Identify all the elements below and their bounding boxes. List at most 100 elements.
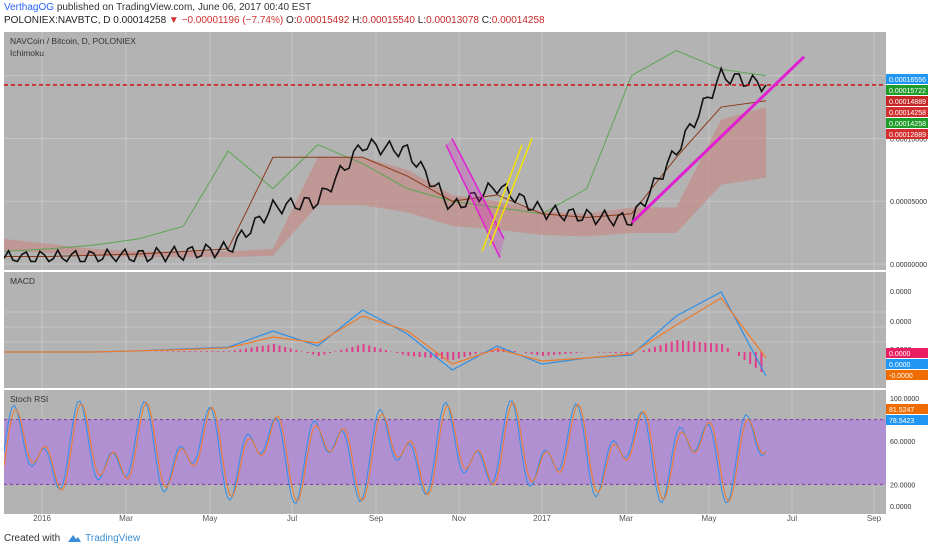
- price-badge: [886, 107, 928, 117]
- macd-histogram-bar: [396, 352, 399, 353]
- price-change: −0.00001196 (−7.74%): [181, 15, 284, 26]
- down-arrow-icon: ▼: [168, 15, 179, 26]
- lagging-span: [3, 50, 767, 252]
- macd-histogram-bar: [721, 344, 724, 352]
- macd-histogram-bar: [704, 342, 707, 352]
- high-value: 0.00015540: [362, 15, 415, 26]
- macd-badge-label: -0.0000: [889, 373, 913, 380]
- macd-histogram-bar: [530, 352, 533, 354]
- trend-line: [481, 144, 523, 252]
- price-tick-label: 0.00005000: [890, 199, 927, 206]
- macd-badge: [886, 348, 928, 358]
- macd-histogram-bar: [194, 351, 197, 352]
- chart-svg[interactable]: 2016 Mar May Jul Sep Nov 2017 Mar May Jul Sep 0.000…: [3, 32, 928, 526]
- macd-histogram-bar: [754, 352, 757, 368]
- rsi-tick-label: 100.0000: [890, 396, 919, 403]
- price-badge-label: 0.00014889: [889, 99, 926, 106]
- indicator-label: Ichimoku: [10, 48, 44, 58]
- macd-histogram-bar: [172, 351, 175, 352]
- macd-histogram-bar: [340, 350, 343, 352]
- macd-histogram-bar: [709, 343, 712, 352]
- price-panel-title: NAVCoin / Bitcoin, D, POLONIEX: [10, 36, 136, 46]
- macd-histogram-bar: [177, 351, 180, 352]
- macd-histogram-bar: [166, 351, 169, 352]
- ticker-symbol: POLONIEX:NAVBTC, D: [4, 15, 111, 26]
- macd-histogram-bar: [222, 351, 225, 352]
- macd-histogram-bar: [715, 343, 718, 352]
- macd-histogram-bar: [256, 346, 259, 352]
- macd-histogram-bar: [642, 350, 645, 352]
- macd-histogram-bar: [693, 341, 696, 352]
- x-tick-label: Jul: [287, 514, 297, 523]
- macd-histogram-bar: [575, 352, 578, 353]
- macd-histogram-bar: [480, 352, 483, 353]
- price-badge: [886, 85, 928, 95]
- signal-line: [4, 297, 767, 365]
- macd-histogram-bar: [356, 345, 359, 352]
- macd-badge-label: 0.0000: [889, 362, 911, 369]
- macd-histogram-bar: [317, 352, 320, 356]
- trend-line: [451, 138, 505, 240]
- high-label: H:: [352, 15, 363, 26]
- macd-histogram-bar: [390, 351, 393, 352]
- macd-histogram-bar: [614, 352, 617, 353]
- x-tick-label: Jul: [787, 514, 797, 523]
- macd-histogram-bar: [306, 352, 309, 353]
- macd-histogram-bar: [452, 352, 455, 360]
- macd-histogram-bar: [726, 348, 729, 352]
- macd-histogram-bar: [648, 348, 651, 352]
- macd-histogram-bar: [418, 352, 421, 357]
- macd-histogram-bar: [278, 345, 281, 352]
- macd-histogram-bar: [211, 351, 214, 352]
- tradingview-logo[interactable]: TradingView: [66, 533, 140, 544]
- macd-histogram-bar: [334, 351, 337, 352]
- macd-histogram-bar: [564, 352, 567, 354]
- publish-line: VerthagOG published on TradingView.com, …: [4, 2, 311, 14]
- macd-tick-label: 0.0000: [890, 319, 912, 326]
- macd-histogram-bar: [569, 352, 572, 354]
- stoch-d-line: [3, 401, 767, 503]
- rsi-tick-label: 20.0000: [890, 482, 915, 489]
- brand-name: TradingView: [85, 532, 141, 544]
- macd-badge-label: 0.0000: [889, 351, 911, 358]
- footer: Created with TradingView: [4, 530, 140, 546]
- macd-histogram-bar: [407, 352, 410, 356]
- price-tick-label: 0.00010000: [890, 136, 927, 143]
- macd-histogram-bar: [289, 348, 292, 352]
- x-tick-label: 2016: [33, 514, 51, 523]
- macd-histogram-bar: [413, 352, 416, 357]
- macd-histogram-bar: [323, 352, 326, 355]
- macd-histogram-bar: [188, 351, 191, 352]
- chart-area[interactable]: 2016 Mar May Jul Sep Nov 2017 Mar May Jul Sep 0.000…: [3, 32, 928, 526]
- macd-histogram-bar: [379, 348, 382, 352]
- trend-line: [489, 138, 533, 246]
- low-value: 0.00013078: [426, 15, 479, 26]
- macd-badge: [886, 370, 928, 380]
- macd-histogram-bar: [272, 344, 275, 352]
- x-tick-label: Mar: [119, 514, 133, 523]
- macd-histogram-bar: [233, 350, 236, 352]
- price-tick-label: 0.00000000: [890, 262, 927, 269]
- open-value: 0.00015492: [296, 15, 350, 26]
- rsi-tick-label: 0.0000: [890, 504, 912, 511]
- macd-histogram-bar: [368, 345, 371, 352]
- macd-histogram-bar: [267, 344, 270, 352]
- low-label: L:: [417, 15, 427, 26]
- macd-histogram-bar: [373, 347, 376, 352]
- price-badge: [886, 74, 928, 84]
- author-link[interactable]: VerthagOG: [4, 2, 55, 13]
- channel-fill: [446, 138, 504, 258]
- macd-panel-title: MACD: [10, 276, 35, 286]
- macd-tick-label: 0.0000: [890, 289, 912, 296]
- macd-histogram-bar: [401, 352, 404, 355]
- macd-histogram-bar: [525, 352, 528, 353]
- macd-histogram-bar: [228, 351, 231, 352]
- macd-histogram-bar: [216, 351, 219, 352]
- macd-histogram-bar: [670, 341, 673, 352]
- macd-histogram-bar: [603, 352, 606, 353]
- macd-histogram-bar: [749, 352, 752, 364]
- macd-histogram-bar: [244, 348, 247, 352]
- cloud-icon: [68, 535, 82, 542]
- stoch-k-line: [3, 400, 767, 504]
- macd-histogram-bar: [760, 352, 763, 372]
